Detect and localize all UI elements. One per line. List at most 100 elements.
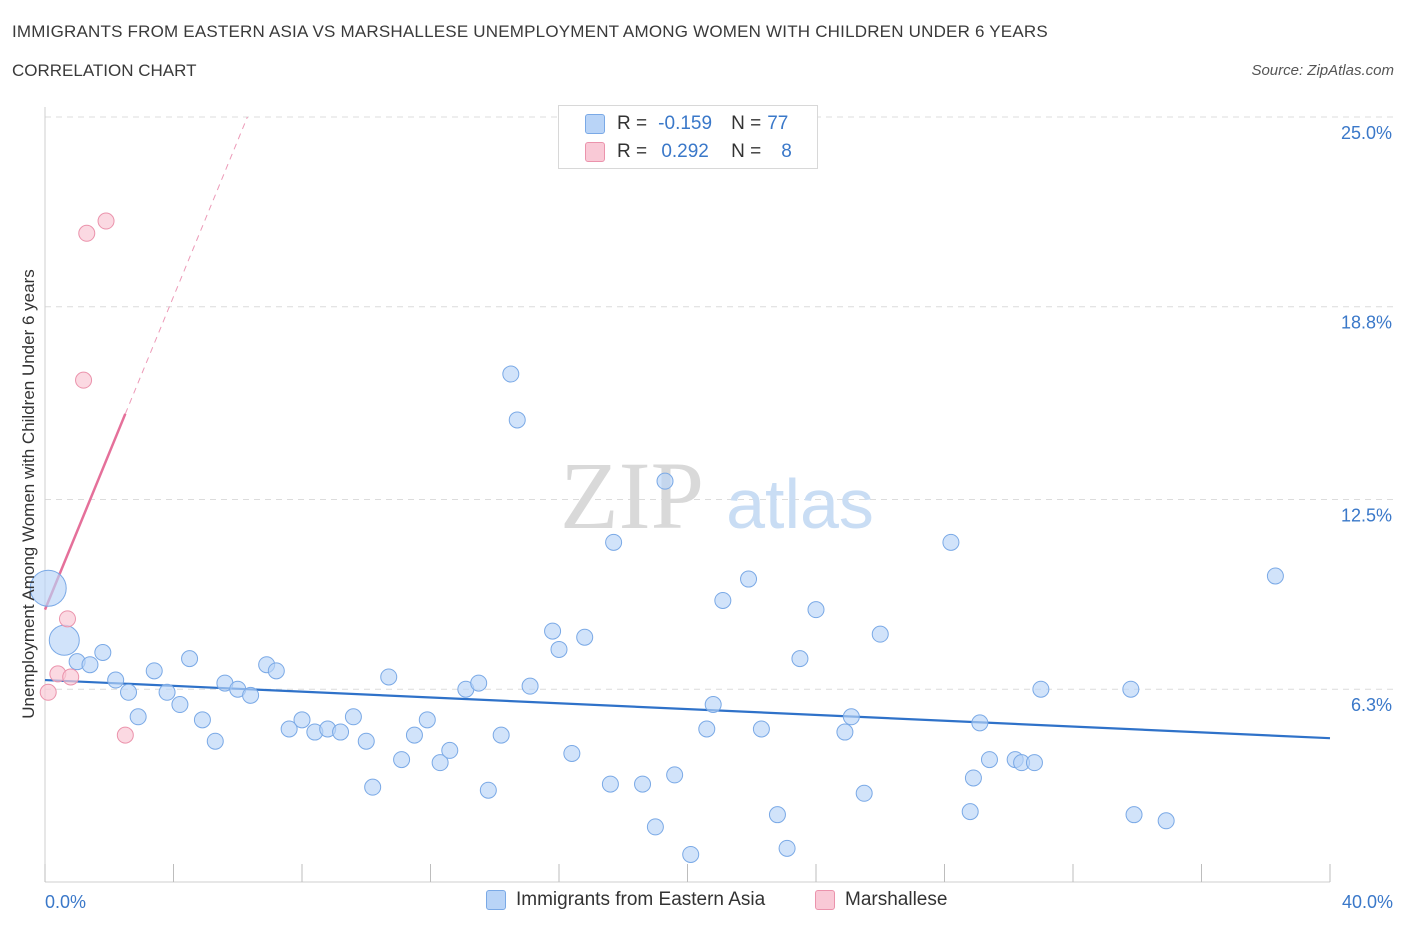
data-point-eastern-asia [364,778,382,796]
data-point-eastern-asia [1125,806,1143,824]
legend-row-eastern-asia: R = -0.159 N = 77 [585,112,788,136]
data-point-eastern-asia [768,806,786,824]
axes [44,107,1331,883]
data-point-eastern-asia [1032,680,1050,698]
data-point-marshallese [62,668,80,686]
data-point-eastern-asia [107,671,125,689]
data-point-eastern-asia [479,781,497,799]
data-point-eastern-asia [29,569,67,607]
y-tick-label: 6.3% [1351,695,1392,715]
watermark-atlas: atlas [726,465,874,543]
data-point-eastern-asia [871,625,889,643]
legend-row-marshallese: R = 0.292 N = 8 [585,140,792,164]
data-point-eastern-asia [344,708,362,726]
data-point-eastern-asia [646,818,664,836]
legend-r-value: -0.159 [658,113,713,134]
legend-swatch-pink [815,890,835,910]
legend-r-value: 0.292 [661,141,709,162]
data-point-eastern-asia [158,683,176,701]
chart-subtitle: CORRELATION CHART [12,61,197,80]
legend-series-label: Marshallese [845,889,948,910]
legend-swatch-blue [585,114,605,134]
data-point-eastern-asia [1122,680,1140,698]
data-point-eastern-asia [576,628,594,646]
data-point-eastern-asia [714,591,732,609]
data-point-eastern-asia [418,711,436,729]
data-point-eastern-asia [280,720,298,738]
data-point-eastern-asia [470,674,488,692]
watermark: ZIP atlas [560,442,874,549]
data-point-eastern-asia [698,720,716,738]
data-point-eastern-asia [380,668,398,686]
data-point-eastern-asia [293,711,311,729]
watermark-zip: ZIP [560,442,704,549]
x-tick-label: 0.0% [45,892,86,912]
data-point-eastern-asia [393,751,411,769]
data-point-marshallese [97,212,115,230]
legend-swatch-blue [486,890,506,910]
data-point-eastern-asia [242,686,260,704]
data-point-eastern-asia [171,696,189,714]
data-point-eastern-asia [550,640,568,658]
data-point-eastern-asia [48,624,80,656]
data-point-eastern-asia [601,775,619,793]
data-point-eastern-asia [666,766,684,784]
data-point-marshallese [58,610,76,628]
data-point-eastern-asia [791,650,809,668]
source-label: Source: ZipAtlas.com [1251,62,1394,79]
data-points [29,212,1284,863]
data-point-eastern-asia [980,751,998,769]
data-point-eastern-asia [836,723,854,741]
data-point-eastern-asia [1025,754,1043,772]
data-point-eastern-asia [502,365,520,383]
chart-title: IMMIGRANTS FROM EASTERN ASIA VS MARSHALL… [12,22,1048,41]
data-point-eastern-asia [634,775,652,793]
data-point-eastern-asia [129,708,147,726]
data-point-eastern-asia [206,732,224,750]
data-point-eastern-asia [752,720,770,738]
data-point-marshallese [116,726,134,744]
trend-lines [43,116,1331,740]
data-point-eastern-asia [357,732,375,750]
tick-labels: 6.3% 12.5% 18.8% 25.0% 0.0% 40.0% [45,123,1393,912]
data-point-eastern-asia [961,803,979,821]
trend-line-eastern-asia [44,678,1331,740]
data-point-eastern-asia [605,533,623,551]
legend-n-value: 8 [781,141,792,162]
x-tick-label: 40.0% [1342,892,1393,912]
data-point-eastern-asia [842,708,860,726]
data-point-eastern-asia [964,769,982,787]
data-point-eastern-asia [1157,812,1175,830]
data-point-eastern-asia [332,723,350,741]
correlation-legend: R = -0.159 N = 77 R = 0.292 N = 8 [558,105,818,169]
legend-r-label: R = [617,113,648,134]
legend-swatch-pink [585,142,605,162]
data-point-eastern-asia [94,644,112,661]
data-point-eastern-asia [431,754,449,772]
data-point-eastern-asia [740,570,758,588]
bottom-legend-eastern-asia: Immigrants from Eastern Asia [486,889,765,911]
data-point-eastern-asia [855,784,873,802]
legend-n-label: N = [731,141,762,162]
y-tick-label: 12.5% [1341,506,1392,526]
data-point-eastern-asia [405,726,423,744]
data-point-eastern-asia [942,533,960,551]
data-point-eastern-asia [521,677,539,695]
data-point-eastern-asia [778,839,796,857]
data-point-eastern-asia [1266,567,1284,585]
legend-n-value: 77 [767,113,789,134]
data-point-eastern-asia [181,650,199,668]
data-point-eastern-asia [807,601,825,619]
data-point-eastern-asia [544,622,562,640]
data-point-eastern-asia [971,714,989,732]
data-point-eastern-asia [563,744,581,762]
data-point-eastern-asia [682,845,700,863]
data-point-eastern-asia [145,662,163,680]
data-point-eastern-asia [656,472,674,490]
y-tick-label: 18.8% [1341,313,1392,333]
data-point-eastern-asia [704,696,722,714]
data-point-eastern-asia [492,726,510,744]
data-point-eastern-asia [267,662,285,680]
data-point-marshallese [78,224,96,242]
